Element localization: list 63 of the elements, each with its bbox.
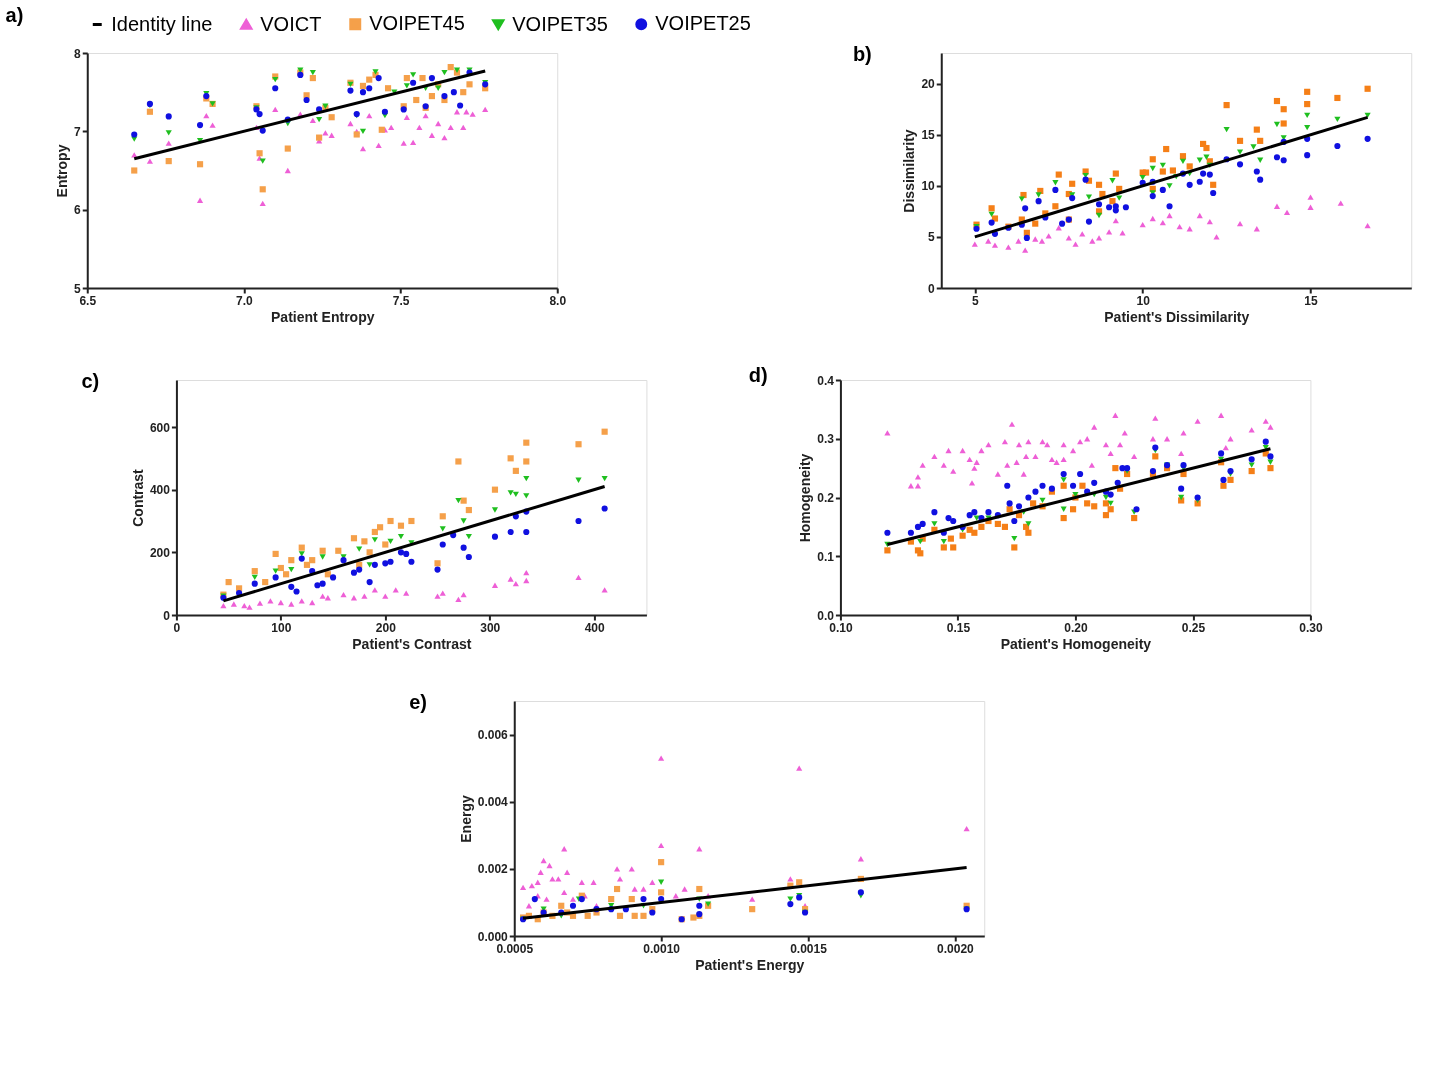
x-tick-label: 0.0015 xyxy=(790,941,828,956)
x-tick-label: 5 xyxy=(971,293,979,308)
x-tick-label: 7.5 xyxy=(392,293,410,308)
x-tick-label: 0.0005 xyxy=(496,941,534,956)
x-axis-title: Patient's Energy xyxy=(695,956,805,973)
y-tick-label: 0.0 xyxy=(817,608,835,623)
y-axis-title: Energy xyxy=(457,795,474,843)
y-tick-label: 20 xyxy=(921,77,936,92)
y-tick-label: 0 xyxy=(163,608,171,623)
chart-title: c) xyxy=(81,370,100,392)
y-tick-label: 0.3 xyxy=(817,432,835,447)
y-tick-label: 8 xyxy=(74,46,82,61)
x-tick-label: 0.0010 xyxy=(643,941,681,956)
y-tick-label: 0.004 xyxy=(477,795,509,810)
x-tick-label: 15 xyxy=(1304,293,1319,308)
x-axis-title: Patient's Contrast xyxy=(352,635,472,652)
y-tick-label: 6 xyxy=(74,203,82,218)
x-tick-label: 0.10 xyxy=(829,620,853,635)
x-tick-label: 0.30 xyxy=(1299,620,1323,635)
y-axis-title: Homogeneity xyxy=(797,453,814,543)
y-tick-label: 0 xyxy=(928,281,936,296)
chart-title: a) xyxy=(5,4,24,26)
legend-label: Identity line xyxy=(111,12,213,35)
chart-title: b) xyxy=(852,43,872,65)
x-tick-label: 0.25 xyxy=(1181,620,1206,635)
x-axis-title: Patient's Homogeneity xyxy=(1000,635,1152,652)
y-tick-label: 10 xyxy=(921,179,936,194)
y-tick-label: 0.006 xyxy=(477,728,509,743)
legend-label: VOIPET25 xyxy=(655,12,751,35)
x-tick-label: 0 xyxy=(173,620,181,635)
x-tick-label: 0.20 xyxy=(1064,620,1088,635)
y-axis-title: Entropy xyxy=(54,144,71,198)
y-tick-label: 7 xyxy=(74,124,82,139)
x-tick-label: 0.0020 xyxy=(937,941,975,956)
x-tick-label: 400 xyxy=(584,620,606,635)
x-axis-title: Patient's Dissimilarity xyxy=(1104,308,1250,325)
x-tick-label: 100 xyxy=(271,620,292,635)
chart-title: e) xyxy=(409,691,428,713)
y-tick-label: 0.002 xyxy=(477,862,509,877)
x-tick-label: 7.0 xyxy=(236,293,254,308)
x-tick-label: 200 xyxy=(375,620,397,635)
x-axis-title: Patient Entropy xyxy=(271,308,375,325)
y-tick-label: 5 xyxy=(74,281,82,296)
y-tick-label: 200 xyxy=(149,545,171,560)
legend-label: VOIPET35 xyxy=(512,12,608,35)
x-tick-label: 8.0 xyxy=(549,293,567,308)
legend-label: VOICT xyxy=(260,12,322,35)
chart-title: d) xyxy=(748,364,768,386)
y-tick-label: 0.000 xyxy=(477,929,509,944)
y-axis-title: Contrast xyxy=(129,468,146,527)
x-tick-label: 10 xyxy=(1136,293,1151,308)
x-tick-label: 300 xyxy=(480,620,501,635)
legend-label: VOIPET45 xyxy=(369,12,465,35)
y-tick-label: 15 xyxy=(921,128,936,143)
y-axis-title: Dissimilarity xyxy=(901,129,918,213)
y-tick-label: 0.2 xyxy=(817,491,835,505)
y-tick-label: 600 xyxy=(149,420,171,435)
y-tick-label: 400 xyxy=(149,483,171,498)
y-tick-label: 5 xyxy=(928,230,936,245)
x-tick-label: 6.5 xyxy=(79,293,97,308)
y-tick-label: 0.4 xyxy=(817,373,835,388)
y-tick-label: 0.1 xyxy=(817,549,835,564)
x-tick-label: 0.15 xyxy=(946,620,971,635)
